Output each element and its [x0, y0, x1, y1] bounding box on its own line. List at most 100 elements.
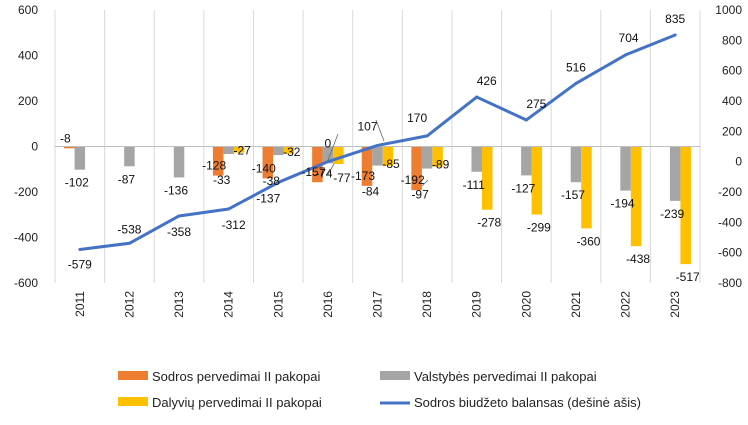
bar-dalyvių [382, 146, 394, 166]
y-left-tick-label: -600 [14, 276, 38, 290]
bar-sodros [411, 146, 422, 191]
bar-sodros [212, 146, 224, 176]
line-point [127, 241, 131, 245]
x-tick-label: 2012 [122, 291, 136, 318]
bar-valstybės [570, 146, 582, 183]
bar-dalyvių [630, 146, 642, 247]
bar-label-valstybes: -111 [463, 178, 486, 192]
line-point [326, 160, 330, 164]
y-left-tick-label: 200 [18, 94, 38, 108]
bar-valstybės [669, 146, 681, 201]
x-tick-label: 2020 [519, 291, 533, 318]
bar-valstybės [421, 146, 433, 169]
line-point [574, 81, 578, 85]
bar-valstybės [273, 146, 284, 156]
y-right-tick-label: -600 [718, 246, 742, 260]
bar-dalyvių [680, 146, 691, 265]
bar-dalyvių [581, 146, 592, 229]
bar-dalyvių [531, 146, 543, 215]
legend-label: Dalyvių pervedimai II pakopai [152, 395, 322, 410]
bar-valstybės [521, 146, 532, 176]
line-label: -312 [222, 218, 246, 232]
line-label: 0 [325, 137, 332, 151]
leader-line [327, 133, 339, 161]
bar-label-valstybes: -102 [65, 176, 89, 190]
bar-label-valstybes: -194 [611, 197, 635, 211]
bar-label-dalyviu: -517 [676, 270, 700, 284]
bar-valstybės [173, 146, 185, 178]
legend-label: Valstybės pervedimai II pakopai [414, 369, 597, 384]
line-label: 835 [665, 12, 685, 26]
bar-dalyvių [432, 146, 443, 167]
bar-valstybės [322, 146, 334, 164]
y-left-tick-label: 600 [18, 3, 38, 17]
x-tick-label: 2017 [371, 291, 385, 318]
line-label: -579 [68, 257, 92, 271]
y-right-tick-label: 1000 [715, 3, 742, 17]
bar-label-sodros: -192 [401, 173, 425, 187]
bar-label-sodros: -128 [202, 159, 226, 173]
bar-label-dalyviu: -360 [576, 234, 600, 248]
line-point [425, 134, 429, 138]
leader-line [421, 179, 429, 187]
y-right-tick-label: -800 [718, 276, 742, 290]
y-right-tick-label: -200 [718, 185, 742, 199]
bar-dalyvių [481, 146, 493, 210]
y-right-tick-label: 200 [722, 124, 742, 138]
x-tick-label: 2021 [569, 291, 583, 318]
bar-label-dalyviu: -278 [477, 216, 501, 230]
line-label: 704 [619, 31, 639, 45]
x-tick-label: 2023 [668, 291, 682, 318]
bar-label-sodros: -8 [60, 131, 71, 145]
legend-label: Sodros biudžeto balansas (dešinė ašis) [414, 395, 641, 410]
legend-label: Sodros pervedimai II pakopai [152, 369, 320, 384]
y-right-tick-label: 800 [722, 33, 742, 47]
bar-label-valstybes: -239 [660, 207, 684, 221]
x-tick-label: 2016 [321, 291, 335, 318]
bar-sodros [312, 146, 323, 183]
bar-label-dalyviu: -32 [283, 145, 301, 159]
bar-valstybės [471, 146, 482, 172]
bar-label-valstybes: -157 [561, 188, 585, 202]
bar-label-dalyviu: -77 [333, 171, 351, 185]
bar-label-valstybes: -33 [213, 173, 231, 187]
bar-label-valstybes: -84 [362, 185, 380, 199]
bar-label-valstybes: -74 [315, 166, 333, 180]
line-label: 107 [357, 119, 377, 133]
bar-label-dalyviu: -85 [382, 157, 400, 171]
line-layer [78, 33, 677, 251]
line-label: 170 [407, 111, 427, 125]
line-point [624, 53, 628, 57]
x-tick-label: 2011 [73, 291, 87, 317]
line-label: -358 [167, 225, 191, 239]
line-point [524, 118, 528, 122]
bar-label-valstybes: -38 [263, 174, 281, 188]
line-point [475, 95, 479, 99]
legend-swatch [380, 371, 410, 380]
line-label: 426 [477, 74, 497, 88]
y-right-tick-label: -400 [718, 215, 742, 229]
y-right-tick-label: 0 [735, 155, 742, 169]
bar-label-dalyviu: -89 [432, 158, 450, 172]
bar-label-sodros: -140 [252, 161, 276, 175]
labels-layer: -8-102 -87-136-128-33-27-140-38-32-157-74… [60, 12, 700, 284]
bar-label-sodros: -157 [301, 165, 325, 179]
line-point [376, 143, 379, 147]
x-tick-label: 2022 [619, 291, 633, 318]
bar-sodros [262, 146, 274, 179]
bar-valstybės [372, 146, 383, 166]
x-tick-label: 2018 [420, 291, 434, 318]
bar-label-dalyviu: -299 [527, 221, 551, 235]
bar-dalyvių [283, 146, 295, 154]
x-tick-label: 2014 [222, 291, 236, 318]
bar-sodros [361, 146, 373, 186]
y-left-tick-label: 0 [31, 140, 38, 154]
line-point [276, 180, 280, 184]
legend-swatch [118, 371, 148, 380]
y-left-tick-label: -200 [14, 185, 38, 199]
line-point [673, 33, 677, 37]
axis-layer: 6004002000-200-400-60010008006004002000-… [14, 3, 742, 318]
bar-label-sodros: -173 [351, 169, 375, 183]
